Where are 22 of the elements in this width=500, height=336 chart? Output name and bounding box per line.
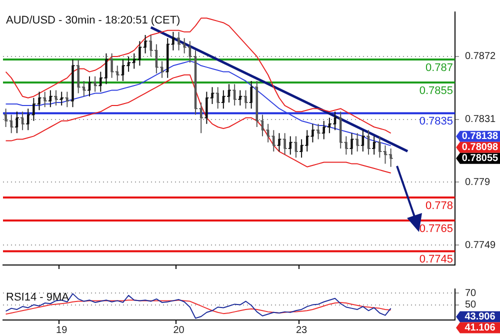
x-tick-label: 20 <box>173 324 185 336</box>
ref-line-label: 0.778 <box>425 200 453 212</box>
ref-line-label: 0.7745 <box>419 254 453 266</box>
text: 41.106 <box>464 322 496 334</box>
y-tick-label: 70 <box>465 288 477 299</box>
text: 43.906 <box>464 312 496 323</box>
y-tick-label: 0.779 <box>465 176 490 188</box>
chart-title: AUD/USD - 30min - 18:20:51 (CET) <box>6 14 180 27</box>
y-tick-label: 50 <box>465 300 477 311</box>
y-tick-label: 0.7831 <box>465 114 496 126</box>
chart-title: RSI14 - 9MA <box>6 292 70 304</box>
ref-line-label: 0.787 <box>425 62 453 74</box>
ref-line-label: 0.7835 <box>419 116 453 128</box>
text: 0.78098 <box>462 142 499 154</box>
y-tick-label: 0.7749 <box>465 240 496 251</box>
ref-line-label: 0.7765 <box>419 223 453 236</box>
text: 0.78055 <box>462 153 499 164</box>
ref-line-label: 0.7855 <box>419 85 453 98</box>
x-tick-label: 19 <box>56 324 68 336</box>
y-tick-label: 0.7872 <box>465 51 496 62</box>
x-tick-label: 23 <box>296 324 308 336</box>
text: 0.78138 <box>462 131 499 142</box>
